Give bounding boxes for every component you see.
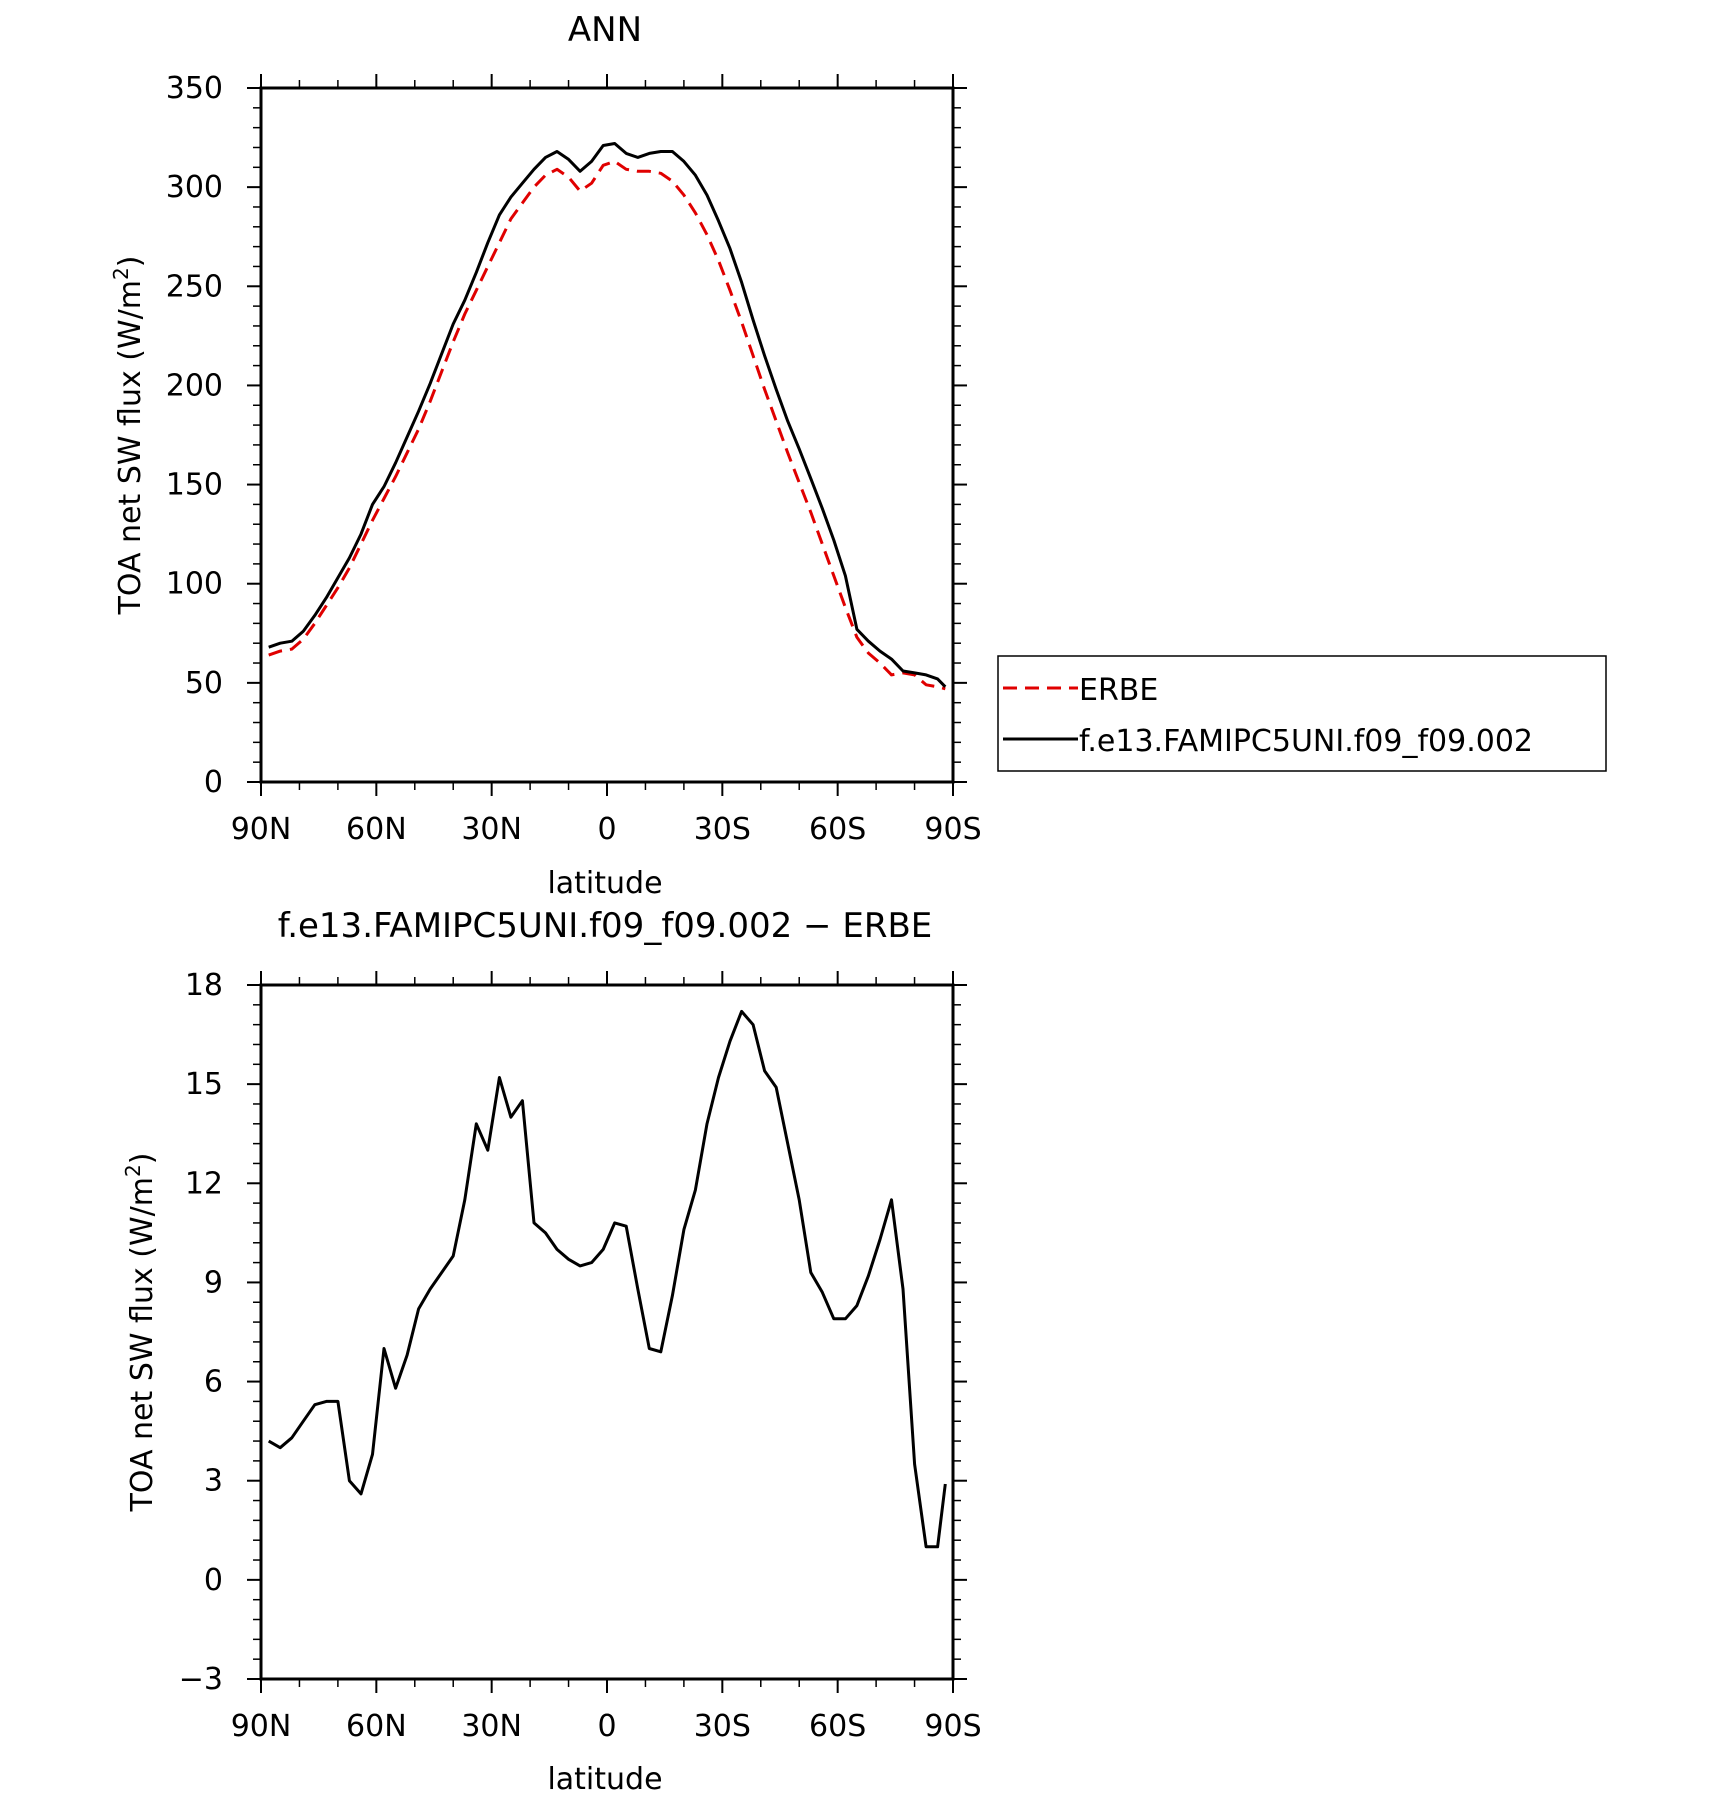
top-chart-title: ANN xyxy=(568,10,642,50)
x-tick-label: 60S xyxy=(809,812,866,847)
bottom-chart-series xyxy=(267,1009,947,1549)
top-chart-series xyxy=(268,142,947,691)
top-chart-panel: ANN 90N 60N 30N 0 30S 60S 90S 0 50 100 150 200 250 30… xyxy=(109,10,1607,901)
top-chart-x-axis-label: latitude xyxy=(547,866,662,901)
x-tick-label: 60S xyxy=(809,1709,866,1744)
legend-label-erbe: ERBE xyxy=(1079,673,1158,708)
x-tick-label: 0 xyxy=(597,1709,616,1744)
bottom-chart-panel: f.e13.FAMIPC5UNI.f09_f09.002 − ERBE 90N 6… xyxy=(121,906,982,1794)
x-tick-label: 30S xyxy=(694,812,751,847)
x-tick-label: 90N xyxy=(231,812,292,847)
top-chart-legend: ERBE f.e13.FAMIPC5UNI.f09_f09.002 xyxy=(997,655,1607,772)
y-tick-label: 150 xyxy=(166,468,223,503)
x-tick-label: 60N xyxy=(346,812,407,847)
y-tick-label: 3 xyxy=(204,1464,223,1499)
x-tick-label: 60N xyxy=(346,1709,407,1744)
f-e13-famipc5uni-f09-f09-002-line xyxy=(268,142,947,688)
legend-box xyxy=(997,655,1607,772)
x-tick-label: 30N xyxy=(461,1709,522,1744)
bottom-chart-y-axis-label: TOA net SW flux (W/m2) xyxy=(121,1153,160,1513)
y-tick-label: 200 xyxy=(166,368,223,403)
y-tick-label: 9 xyxy=(204,1265,223,1300)
bottom-chart-ticks: 90N 60N 30N 0 30S 60S 90S −3 0 3 6 9 12 15 18 xyxy=(179,968,982,1744)
x-tick-label: 30S xyxy=(694,1709,751,1744)
y-tick-label: 300 xyxy=(166,170,223,205)
top-chart-plot-frame xyxy=(259,86,955,784)
x-tick-label: 90S xyxy=(924,812,981,847)
y-tick-label: 0 xyxy=(204,1563,223,1598)
y-tick-label: 50 xyxy=(185,666,223,701)
y-tick-label: 250 xyxy=(166,269,223,304)
x-tick-label: 90N xyxy=(231,1709,292,1744)
y-tick-label: 12 xyxy=(185,1166,223,1201)
y-tick-label: 0 xyxy=(204,765,223,800)
y-tick-label: 18 xyxy=(185,968,223,1003)
y-tick-label: 100 xyxy=(166,567,223,602)
top-chart-ticks: 90N 60N 30N 0 30S 60S 90S 0 50 100 150 200 250 300 350 xyxy=(166,71,982,847)
bottom-chart-plot-frame xyxy=(259,983,955,1681)
y-tick-label: 15 xyxy=(185,1067,223,1102)
bottom-chart-x-axis-label: latitude xyxy=(547,1762,662,1794)
y-tick-label: −3 xyxy=(179,1662,223,1697)
y-tick-label: 350 xyxy=(166,71,223,106)
legend-label-model: f.e13.FAMIPC5UNI.f09_f09.002 xyxy=(1079,724,1533,759)
y-tick-label: 6 xyxy=(204,1365,223,1400)
x-tick-label: 30N xyxy=(461,812,522,847)
top-chart-y-axis-label: TOA net SW flux (W/m2) xyxy=(109,256,148,616)
difference-line xyxy=(267,1009,947,1549)
x-tick-label: 0 xyxy=(597,812,616,847)
erbe-line xyxy=(268,159,946,691)
bottom-chart-title: f.e13.FAMIPC5UNI.f09_f09.002 − ERBE xyxy=(278,906,933,946)
x-tick-label: 90S xyxy=(924,1709,981,1744)
